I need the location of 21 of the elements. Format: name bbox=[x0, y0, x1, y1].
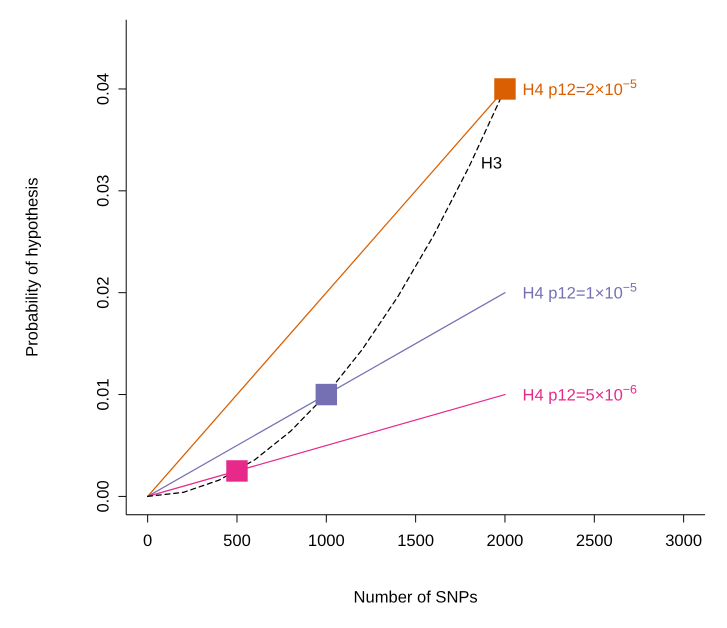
y-tick-label: 0.01 bbox=[94, 378, 113, 411]
series-label: H4 p12=5×10$^{−6}$ bbox=[522, 382, 638, 404]
y-tick-label: 0.02 bbox=[94, 276, 113, 309]
y-tick-label: 0.03 bbox=[94, 174, 113, 207]
point bbox=[226, 460, 248, 482]
y-tick-label: 0.04 bbox=[94, 72, 113, 106]
x-axis-title: Number of SNPs bbox=[354, 587, 478, 606]
x-tick-label: 1500 bbox=[397, 530, 434, 550]
x-tick-label: 2500 bbox=[576, 530, 613, 550]
point bbox=[494, 78, 516, 100]
x-tick-label: 0 bbox=[143, 530, 152, 550]
point bbox=[316, 384, 338, 406]
series-label: H3 bbox=[480, 153, 502, 172]
series-label: H4 p12=1×10$^{−5}$ bbox=[522, 280, 638, 303]
y-tick-label: 0.00 bbox=[94, 480, 113, 513]
x-tick-label: 3000 bbox=[665, 530, 702, 550]
x-tick-label: 2000 bbox=[486, 530, 524, 550]
x-tick-label: 1000 bbox=[308, 530, 345, 550]
y-axis-title: Probability of hypothesis bbox=[22, 178, 42, 357]
x-tick-label: 500 bbox=[223, 530, 251, 550]
series-label: H4 p12=2×10$^{−5}$ bbox=[522, 76, 638, 99]
